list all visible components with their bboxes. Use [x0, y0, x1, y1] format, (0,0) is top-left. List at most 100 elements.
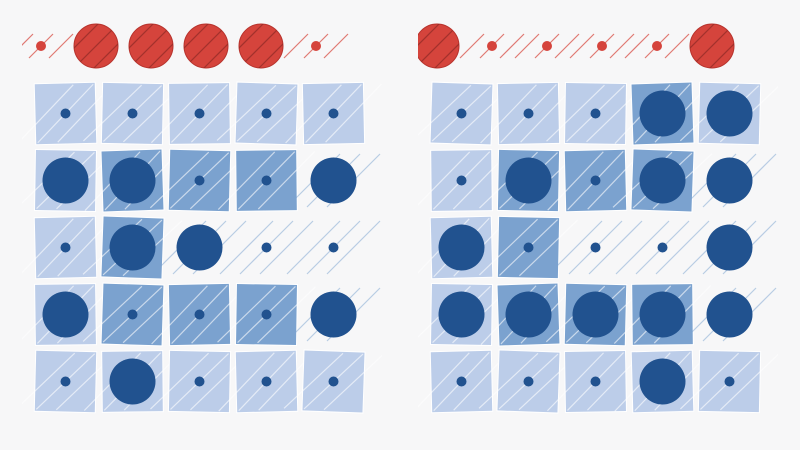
red-marker-large[interactable] — [668, 22, 756, 70]
grid-cell[interactable] — [478, 215, 579, 280]
grid-cell[interactable] — [286, 153, 381, 208]
big-dot-icon — [639, 358, 686, 405]
grid-cell[interactable] — [418, 81, 512, 146]
big-dot-icon — [109, 358, 156, 405]
small-dot-icon — [60, 242, 71, 253]
grid-cell[interactable] — [679, 349, 778, 414]
red-dot-icon — [311, 41, 321, 51]
red-marker-large[interactable] — [162, 22, 250, 70]
big-dot-icon — [109, 157, 156, 204]
grid-cell[interactable] — [545, 282, 646, 347]
grid-cell[interactable] — [682, 153, 777, 208]
red-circle-icon — [418, 23, 460, 69]
grid-cell[interactable] — [83, 350, 182, 413]
small-dot-icon — [590, 175, 601, 186]
red-dot-icon — [36, 41, 46, 51]
red-marker-large[interactable] — [217, 22, 305, 70]
grid-cell[interactable] — [219, 220, 314, 275]
grid-cell[interactable] — [418, 149, 511, 212]
grid-cell[interactable] — [217, 149, 316, 212]
red-marker-small[interactable] — [459, 33, 525, 59]
grid-cell[interactable] — [613, 283, 712, 346]
small-dot-icon — [523, 242, 534, 253]
grid-cell[interactable] — [613, 349, 712, 414]
red-marker-small[interactable] — [569, 33, 635, 59]
small-dot-icon — [657, 242, 668, 253]
grid-cell[interactable] — [216, 81, 317, 146]
red-marker-small[interactable] — [22, 33, 74, 59]
grid-cell[interactable] — [152, 220, 247, 275]
small-dot-icon — [194, 309, 205, 320]
red-marker-small[interactable] — [514, 33, 580, 59]
big-dot-icon — [438, 224, 485, 271]
grid-cell[interactable] — [150, 82, 249, 145]
big-dot-icon — [109, 224, 156, 271]
grid-cell[interactable] — [418, 283, 511, 346]
small-dot-icon — [261, 376, 272, 387]
grid-cell[interactable] — [22, 81, 115, 146]
small-dot-icon — [261, 309, 272, 320]
big-dot-icon — [310, 157, 357, 204]
grid-cell[interactable] — [22, 349, 116, 414]
grid-cell[interactable] — [82, 215, 183, 280]
grid-cell[interactable] — [548, 220, 643, 275]
grid-cell[interactable] — [682, 287, 777, 342]
small-dot-icon — [590, 108, 601, 119]
grid-cell[interactable] — [478, 349, 579, 414]
grid-cell[interactable] — [284, 81, 382, 146]
grid-cell[interactable] — [150, 282, 248, 347]
grid-cell[interactable] — [613, 81, 712, 146]
red-marker-large[interactable] — [52, 22, 140, 70]
grid-cell[interactable] — [22, 283, 115, 346]
grid-cell[interactable] — [149, 148, 250, 213]
grid-cell[interactable] — [546, 82, 645, 145]
big-dot-icon — [639, 157, 686, 204]
big-dot-icon — [639, 90, 686, 137]
small-dot-icon — [261, 108, 272, 119]
puzzle-grid — [22, 81, 382, 414]
grid-cell[interactable] — [217, 283, 316, 346]
grid-cell[interactable] — [217, 349, 315, 414]
small-dot-icon — [523, 376, 534, 387]
red-dot-icon — [487, 41, 497, 51]
grid-cell[interactable] — [547, 350, 645, 413]
grid-cell[interactable] — [22, 149, 115, 212]
marker-hatch — [22, 33, 74, 59]
puzzle-board-left-svg — [22, 22, 382, 414]
grid-cell[interactable] — [615, 220, 710, 275]
big-dot-icon — [505, 157, 552, 204]
grid-cell[interactable] — [83, 148, 182, 213]
small-dot-icon — [328, 376, 339, 387]
red-marker-small[interactable] — [283, 33, 349, 59]
small-dot-icon — [456, 376, 467, 387]
red-dot-icon — [652, 41, 662, 51]
grid-cell[interactable] — [418, 215, 511, 280]
grid-cell[interactable] — [479, 81, 577, 146]
grid-cell[interactable] — [283, 349, 382, 414]
grid-cell[interactable] — [479, 148, 578, 213]
grid-cell[interactable] — [82, 282, 183, 347]
grid-cell[interactable] — [546, 148, 644, 213]
grid-cell[interactable] — [612, 148, 713, 213]
big-dot-icon — [572, 291, 619, 338]
big-dot-icon — [505, 291, 552, 338]
red-marker-small[interactable] — [624, 33, 690, 59]
grid-cell[interactable] — [82, 81, 183, 146]
grid-cell[interactable] — [682, 220, 777, 275]
grid-cell[interactable] — [286, 220, 381, 275]
puzzle-board-left[interactable] — [22, 0, 382, 450]
small-dot-icon — [127, 108, 138, 119]
big-dot-icon — [706, 224, 753, 271]
grid-cell[interactable] — [286, 287, 381, 342]
grid-cell[interactable] — [479, 282, 578, 347]
big-dot-icon — [706, 90, 753, 137]
grid-cell[interactable] — [418, 349, 511, 414]
small-dot-icon — [60, 108, 71, 119]
grid-cell[interactable] — [150, 349, 249, 414]
big-dot-icon — [310, 291, 357, 338]
grid-cell[interactable] — [679, 81, 778, 146]
red-marker-large[interactable] — [107, 22, 195, 70]
small-dot-icon — [724, 376, 735, 387]
puzzle-board-right[interactable] — [418, 0, 778, 450]
small-dot-icon — [194, 108, 205, 119]
